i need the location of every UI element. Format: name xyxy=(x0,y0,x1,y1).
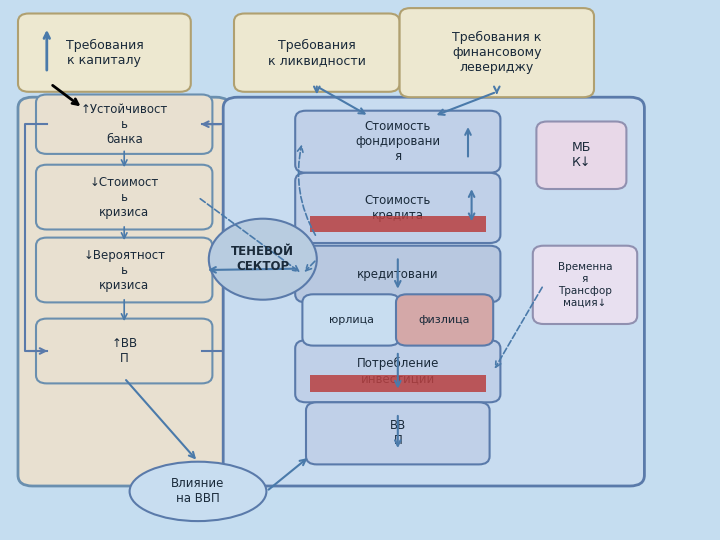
Bar xyxy=(310,375,486,391)
Text: Требования
к ликвидности: Требования к ликвидности xyxy=(268,39,366,66)
Text: Стоимость
кредита: Стоимость кредита xyxy=(364,194,431,222)
Text: ↓Стоимост
ь
кризиса: ↓Стоимост ь кризиса xyxy=(89,176,159,219)
FancyBboxPatch shape xyxy=(295,340,500,402)
Text: МБ
К↓: МБ К↓ xyxy=(572,141,591,169)
FancyBboxPatch shape xyxy=(234,14,400,92)
Text: Временна
я
Трансфор
мация↓: Временна я Трансфор мация↓ xyxy=(558,262,612,307)
Text: кредитовани: кредитовани xyxy=(357,267,438,281)
Text: Требования
к капиталу: Требования к капиталу xyxy=(66,39,143,66)
Text: Стоимость
фондировани
я: Стоимость фондировани я xyxy=(355,120,441,163)
Text: ТЕНЕВОЙ
СЕКТОР: ТЕНЕВОЙ СЕКТОР xyxy=(231,245,294,273)
FancyBboxPatch shape xyxy=(18,14,191,92)
Text: Требования к
финансовому
левериджу: Требования к финансовому левериджу xyxy=(452,31,541,74)
Text: юрлица: юрлица xyxy=(328,315,374,325)
FancyBboxPatch shape xyxy=(295,246,500,302)
FancyBboxPatch shape xyxy=(306,402,490,464)
Ellipse shape xyxy=(130,462,266,521)
FancyBboxPatch shape xyxy=(533,246,637,324)
FancyBboxPatch shape xyxy=(36,94,212,154)
FancyBboxPatch shape xyxy=(18,97,230,486)
Text: Влияние
на ВВП: Влияние на ВВП xyxy=(171,477,225,505)
FancyBboxPatch shape xyxy=(295,173,500,243)
FancyBboxPatch shape xyxy=(302,294,400,346)
Bar xyxy=(310,216,486,232)
Text: Потребление
инвестиции: Потребление инвестиции xyxy=(356,357,439,386)
Text: физлица: физлица xyxy=(419,315,470,325)
FancyBboxPatch shape xyxy=(295,111,500,173)
FancyBboxPatch shape xyxy=(223,97,644,486)
Circle shape xyxy=(209,219,317,300)
Text: ↑Устойчивост
ь
банка: ↑Устойчивост ь банка xyxy=(81,103,168,146)
Text: ↓Вероятност
ь
кризиса: ↓Вероятност ь кризиса xyxy=(84,248,165,292)
FancyBboxPatch shape xyxy=(396,294,493,346)
FancyBboxPatch shape xyxy=(536,122,626,189)
FancyBboxPatch shape xyxy=(36,165,212,230)
FancyBboxPatch shape xyxy=(400,8,594,97)
FancyBboxPatch shape xyxy=(36,319,212,383)
Text: ВВ
П: ВВ П xyxy=(390,420,406,447)
FancyBboxPatch shape xyxy=(36,238,212,302)
Text: ↑ВВ
П: ↑ВВ П xyxy=(111,337,138,365)
